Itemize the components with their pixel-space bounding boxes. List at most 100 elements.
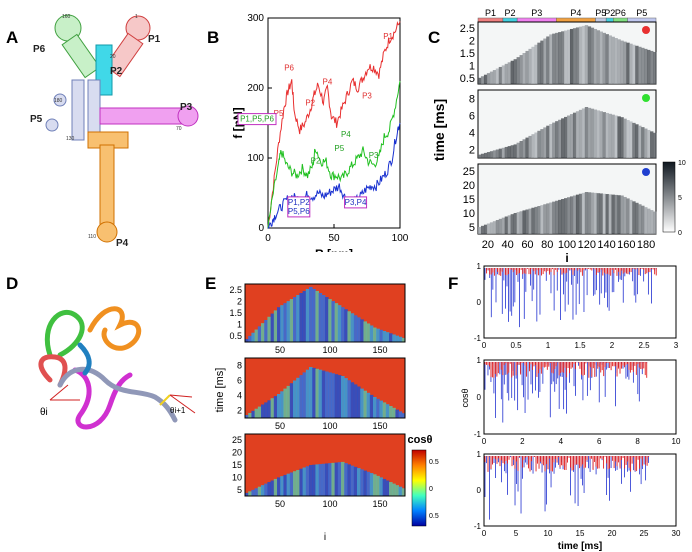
helix-p6: [54, 14, 101, 79]
x-tick-label: 3: [674, 341, 679, 350]
strand-p5: [57, 366, 178, 423]
y-tick-label: 10: [463, 208, 475, 220]
y-tick-label: 4: [237, 391, 242, 401]
theta-i-label: θi: [40, 407, 48, 418]
y-tick-label: 2: [469, 36, 475, 48]
label-p1: P1: [148, 34, 161, 45]
topbar-label: P5: [636, 8, 647, 18]
x-tick-label: 40: [502, 239, 514, 251]
y-tick-label: 2.5: [460, 23, 475, 35]
heatmap-c-3: [477, 163, 657, 235]
topbar-label: P6: [615, 8, 626, 18]
x-axis-label: R [nm]: [315, 247, 353, 252]
y-tick-label: -1: [474, 430, 482, 439]
x-tick-label: 150: [372, 345, 387, 355]
label-p3: P3: [180, 102, 193, 113]
y-tick-label: 20: [232, 448, 242, 458]
y-tick-label: 1.5: [229, 308, 242, 318]
heatmap-e-1: [244, 283, 406, 343]
helix-p5: [45, 79, 101, 141]
colorbar-tick: 0.5: [429, 459, 439, 466]
topbar-label: P2: [604, 8, 615, 18]
x-tick-label: 80: [541, 239, 553, 251]
x-tick-label: 1: [546, 341, 551, 350]
y-tick-label: 4: [469, 128, 475, 140]
y-axis-label: time [ms]: [215, 368, 226, 413]
y-tick-label: 0.5: [229, 331, 242, 341]
x-tick-label: 50: [328, 233, 340, 244]
y-tick-label: 15: [232, 460, 242, 470]
topbar-label: P3: [531, 8, 542, 18]
chart-b-annotations: P1P2P3P4P5P6P2P3P4P5P1,P5,P6P1,P2P5,P6P3…: [237, 32, 394, 218]
y-tick-label: 6: [469, 111, 475, 123]
x-tick-label: 120: [578, 239, 596, 251]
x-tick-label: 0: [265, 233, 271, 244]
y-tick-label: 0.5: [460, 73, 475, 85]
panel-label-a: A: [6, 28, 19, 47]
cos-plot-1: [483, 265, 677, 339]
y-axis-label: cosθ: [460, 388, 470, 407]
y-tick-label: 6: [237, 376, 242, 386]
colorbar-tick: 10: [678, 160, 686, 167]
annotation-red-p2: P2: [305, 99, 315, 108]
x-tick-label: 2: [520, 437, 525, 446]
heatmap-c-2: [477, 89, 657, 159]
colorbar-tick: 0.5: [429, 513, 439, 520]
y-tick-label: 15: [463, 194, 475, 206]
seq-tick: 1: [135, 14, 138, 20]
x-tick-label: 10: [672, 437, 681, 446]
panel-label-d: D: [6, 274, 19, 293]
annotation-green-p5: P5: [334, 144, 344, 153]
y-tick-label: 200: [247, 83, 264, 94]
x-tick-label: 0: [482, 341, 487, 350]
y-tick-label: 0: [258, 223, 264, 234]
topbar-label: P5: [595, 8, 606, 18]
y-tick-label: 8: [237, 361, 242, 371]
topbar-label: P4: [570, 8, 581, 18]
strand-p2: [77, 342, 92, 376]
annotation-box-p1p5p6: P1,P5,P6: [240, 115, 274, 124]
panel-a-structure: P2 P1 P3 P4 P5 P6 1 20 70 110 130 160 18…: [30, 14, 199, 249]
seq-tick: 130: [66, 136, 75, 142]
marker-dot: [642, 26, 650, 34]
y-tick-label: 8: [469, 94, 475, 106]
x-tick-label: 140: [597, 239, 615, 251]
label-p4: P4: [116, 238, 129, 249]
panel-label-e: E: [205, 274, 217, 293]
y-tick-label: -1: [474, 522, 482, 531]
x-tick-label: 150: [372, 499, 387, 509]
x-tick-label: 50: [275, 421, 285, 431]
series-line-1: [267, 80, 401, 229]
y-tick-label: 1: [477, 262, 482, 271]
x-tick-label: 100: [392, 233, 409, 244]
seq-tick: 70: [176, 126, 182, 132]
annotation-box-p5p6: P5,P6: [288, 207, 310, 216]
strand-p6: [44, 310, 85, 358]
chart-b-axes: 0501000100200300R [nm]f [pN]: [231, 13, 409, 252]
y-tick-label: 100: [247, 153, 264, 164]
panel-b-force-chart: 0501000100200300R [nm]f [pN] P1P2P3P4P5P…: [231, 13, 409, 252]
colorbar-title: cosθ: [408, 434, 433, 446]
y-tick-label: 5: [469, 222, 475, 234]
x-tick-label: 60: [521, 239, 533, 251]
y-axis-label: time [ms]: [431, 99, 447, 161]
annotation-red-p1: P1: [383, 32, 393, 41]
topbar-label: P2: [505, 8, 516, 18]
x-tick-label: 50: [275, 499, 285, 509]
annotation-green-p3: P3: [369, 151, 379, 160]
panel-label-f: F: [448, 274, 459, 293]
label-p5: P5: [30, 114, 43, 125]
x-tick-label: 5: [514, 529, 519, 538]
annotation-green-p2: P2: [311, 157, 321, 166]
cos-plot-3: [483, 453, 677, 527]
y-tick-label: 2.5: [229, 285, 242, 295]
cos-plot-2: [483, 359, 677, 435]
heatmap-c-1: [477, 21, 657, 85]
y-tick-label: 300: [247, 13, 264, 24]
y-tick-label: 2: [237, 296, 242, 306]
x-tick-label: 0.5: [510, 341, 522, 350]
x-tick-label: 6: [597, 437, 602, 446]
y-tick-label: 1: [477, 450, 482, 459]
label-p6: P6: [33, 44, 46, 55]
